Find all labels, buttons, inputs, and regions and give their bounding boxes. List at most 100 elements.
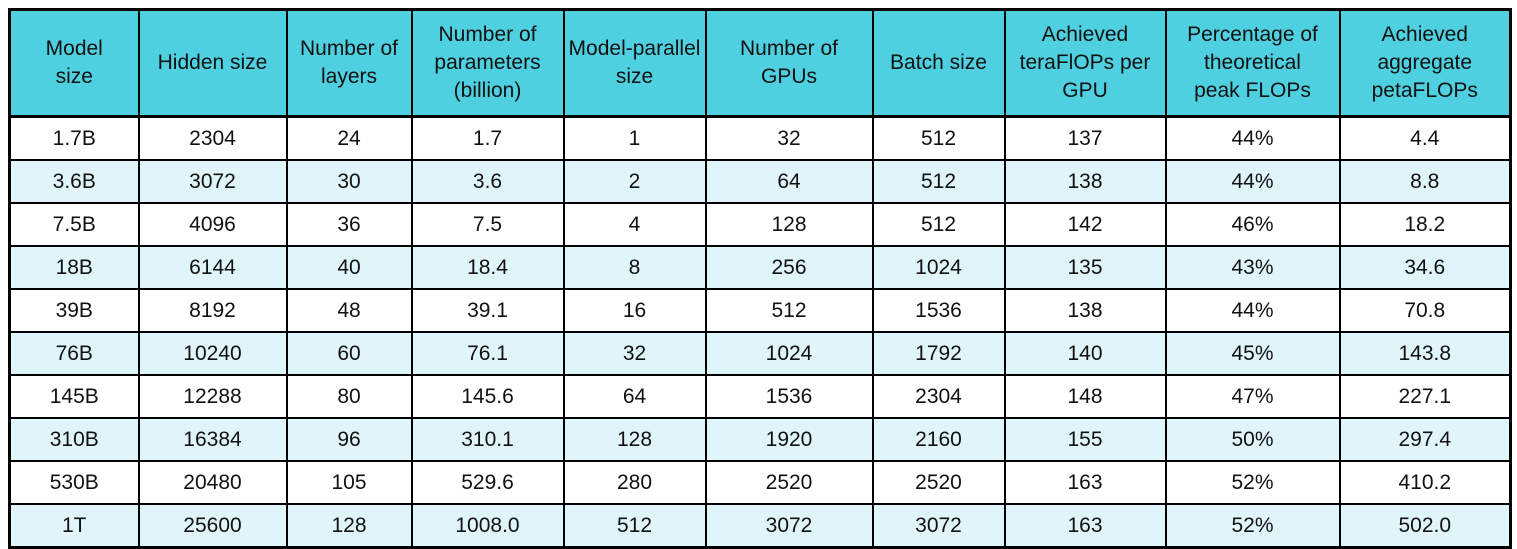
table-row: 39B 8192 48 39.1 16 512 1536 138 44% 70.8 [8, 288, 1512, 333]
table-cell: 3072 [871, 503, 1006, 549]
table-cell: 50% [1164, 417, 1341, 462]
table-cell: 8.8 [1338, 159, 1512, 204]
table-cell: 34.6 [1338, 245, 1512, 290]
table-row: 18B 6144 40 18.4 8 256 1024 135 43% 34.6 [8, 245, 1512, 290]
table-cell: 76B [8, 331, 140, 376]
table-cell: 512 [871, 115, 1006, 161]
table-cell: 39.1 [410, 288, 565, 333]
table-cell: 52% [1164, 503, 1341, 549]
table-cell: 45% [1164, 331, 1341, 376]
table-cell: 12288 [137, 374, 288, 419]
table-body: 1.7B 2304 24 1.7 1 32 512 137 44% 4.4 3.6B 3072 30 3.… [8, 115, 1512, 549]
table-cell: 138 [1003, 288, 1167, 333]
table-row: 3.6B 3072 30 3.6 2 64 512 138 44% 8.8 [8, 159, 1512, 204]
table-cell: 10240 [137, 331, 288, 376]
table-cell: 410.2 [1338, 460, 1512, 505]
table-cell: 46% [1164, 202, 1341, 247]
table-cell: 529.6 [410, 460, 565, 505]
table-cell: 44% [1164, 159, 1341, 204]
table-row: 530B 20480 105 529.6 280 2520 2520 163 52% 410.2 [8, 460, 1512, 505]
table-cell: 137 [1003, 115, 1167, 161]
table-cell: 138 [1003, 159, 1167, 204]
table-cell: 64 [562, 374, 707, 419]
table-row: 1.7B 2304 24 1.7 1 32 512 137 44% 4.4 [8, 115, 1512, 161]
table-cell: 1008.0 [410, 503, 565, 549]
column-header: Number of layers [285, 8, 413, 118]
table-cell: 1536 [704, 374, 874, 419]
table-cell: 128 [562, 417, 707, 462]
table-cell: 227.1 [1338, 374, 1512, 419]
table-cell: 280 [562, 460, 707, 505]
table-row: 76B 10240 60 76.1 32 1024 1792 140 45% 143.8 [8, 331, 1512, 376]
table-cell: 36 [285, 202, 413, 247]
column-header: Number of parameters (billion) [410, 8, 565, 118]
table-row: 145B 12288 80 145.6 64 1536 2304 148 47% 227.1 [8, 374, 1512, 419]
table-cell: 40 [285, 245, 413, 290]
table-cell: 44% [1164, 288, 1341, 333]
table-cell: 16384 [137, 417, 288, 462]
table-cell: 142 [1003, 202, 1167, 247]
table-cell: 148 [1003, 374, 1167, 419]
table-cell: 4 [562, 202, 707, 247]
column-header: Model size [8, 8, 140, 118]
table-cell: 24 [285, 115, 413, 161]
table-cell: 2304 [137, 115, 288, 161]
table-cell: 135 [1003, 245, 1167, 290]
table-cell: 163 [1003, 460, 1167, 505]
table-cell: 20480 [137, 460, 288, 505]
table-cell: 512 [562, 503, 707, 549]
table-cell: 512 [704, 288, 874, 333]
table-cell: 4.4 [1338, 115, 1512, 161]
table-cell: 1920 [704, 417, 874, 462]
table-cell: 30 [285, 159, 413, 204]
table-cell: 310.1 [410, 417, 565, 462]
table-cell: 2520 [871, 460, 1006, 505]
table-cell: 76.1 [410, 331, 565, 376]
table-cell: 1.7 [410, 115, 565, 161]
table-cell: 48 [285, 288, 413, 333]
table-cell: 32 [562, 331, 707, 376]
table-row: 1T 25600 128 1008.0 512 3072 3072 163 52% 502.0 [8, 503, 1512, 549]
table-cell: 128 [704, 202, 874, 247]
table-cell: 8 [562, 245, 707, 290]
table-cell: 2520 [704, 460, 874, 505]
table-cell: 52% [1164, 460, 1341, 505]
table-cell: 7.5B [8, 202, 140, 247]
table-cell: 3.6 [410, 159, 565, 204]
table-cell: 1024 [871, 245, 1006, 290]
table-cell: 310B [8, 417, 140, 462]
table-cell: 1792 [871, 331, 1006, 376]
table-cell: 18.4 [410, 245, 565, 290]
table-cell: 256 [704, 245, 874, 290]
table-cell: 105 [285, 460, 413, 505]
column-header: Percentage of theoretical peak FLOPs [1164, 8, 1341, 118]
table-cell: 155 [1003, 417, 1167, 462]
column-header: Model-parallel size [562, 8, 707, 118]
table-cell: 145.6 [410, 374, 565, 419]
table-row: 7.5B 4096 36 7.5 4 128 512 142 46% 18.2 [8, 202, 1512, 247]
table-cell: 163 [1003, 503, 1167, 549]
table-cell: 128 [285, 503, 413, 549]
table-cell: 80 [285, 374, 413, 419]
table-cell: 16 [562, 288, 707, 333]
table-cell: 7.5 [410, 202, 565, 247]
column-header: Achieved aggregate petaFLOPs [1338, 8, 1512, 118]
table-row: 310B 16384 96 310.1 128 1920 2160 155 50% 297.4 [8, 417, 1512, 462]
table-cell: 32 [704, 115, 874, 161]
table-cell: 1024 [704, 331, 874, 376]
table-cell: 512 [871, 202, 1006, 247]
table-cell: 39B [8, 288, 140, 333]
table-cell: 140 [1003, 331, 1167, 376]
table-cell: 18.2 [1338, 202, 1512, 247]
table-cell: 1 [562, 115, 707, 161]
table-cell: 4096 [137, 202, 288, 247]
table-cell: 145B [8, 374, 140, 419]
column-header: Achieved teraFlOPs per GPU [1003, 8, 1167, 118]
table-cell: 44% [1164, 115, 1341, 161]
table-cell: 60 [285, 331, 413, 376]
table-cell: 6144 [137, 245, 288, 290]
table-cell: 1.7B [8, 115, 140, 161]
table-cell: 143.8 [1338, 331, 1512, 376]
table-cell: 1536 [871, 288, 1006, 333]
column-header: Batch size [871, 8, 1006, 118]
